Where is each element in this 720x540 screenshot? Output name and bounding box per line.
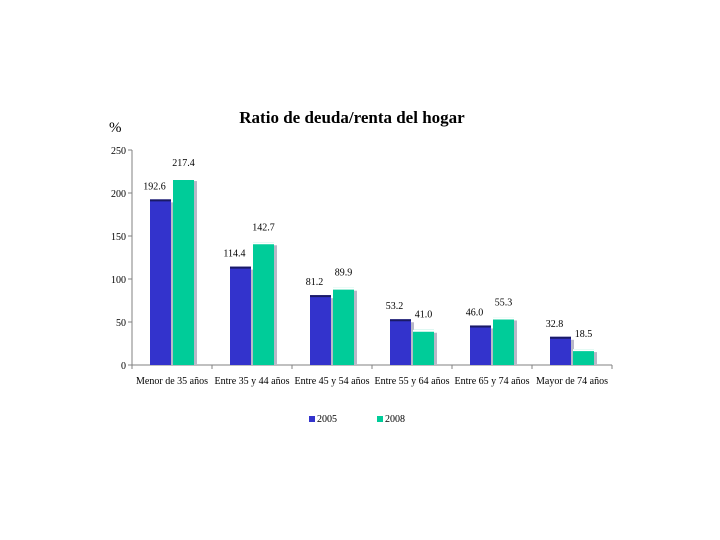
data-labels: 192.6 114.4 81.2 53.2 46.0 32.8 217.4 142.7 89.9… [143,158,592,340]
bar-2005 [390,319,411,365]
y-axis-unit: % [109,120,122,136]
bar-side [274,245,277,365]
y-tick-label: 0 [121,361,126,372]
data-label: 55.3 [495,297,513,308]
bar-side [354,290,357,365]
bar-side [571,339,574,365]
bar-side [594,352,597,365]
category-label: Menor de 35 años [136,376,208,387]
category-label: Mayor de 74 años [536,376,608,387]
data-label: 32.8 [546,319,564,330]
bar-2008 [173,178,194,365]
legend-label-2008: 2008 [385,414,405,425]
legend-swatch-2005 [309,416,315,422]
category-label: Entre 55 y 64 años [375,376,450,387]
bars [150,178,597,365]
axes: 0 50 100 150 200 250 Menor de 35 años Entre 35 … [111,146,613,387]
data-label: 46.0 [466,307,484,318]
data-label: 114.4 [223,249,245,260]
y-tick-label: 250 [111,146,126,157]
data-label: 81.2 [306,277,324,288]
chart-title: Ratio de deuda/renta del hogar [239,108,465,127]
bar-2008 [493,317,514,365]
category-label: Entre 35 y 44 años [215,376,290,387]
bar-side [491,328,494,365]
data-label: 192.6 [143,181,166,192]
data-label: 89.9 [335,268,353,279]
bar-side [514,320,517,365]
y-tick-label: 100 [111,275,126,286]
data-label: 18.5 [575,329,593,340]
legend: 2005 2008 [309,414,405,425]
bar-2008 [253,242,274,365]
data-label: 53.2 [386,301,404,312]
bar-2008 [413,329,434,365]
bar-side [251,269,254,365]
bar-2005 [470,325,491,365]
y-tick-label: 200 [111,189,126,200]
data-label: 142.7 [252,222,275,233]
bar-2005 [550,336,571,365]
legend-label-2005: 2005 [317,414,337,425]
y-tick-label: 50 [116,318,126,329]
data-label: 217.4 [172,158,195,169]
bar-side [331,298,334,365]
legend-swatch-2008 [377,416,383,422]
data-label: 41.0 [415,310,433,321]
bar-2005 [230,266,251,365]
category-label: Entre 65 y 74 años [455,376,530,387]
bar-2008 [573,349,594,365]
bar-side [171,202,174,365]
bar-2005 [150,199,171,365]
category-label: Entre 45 y 54 años [295,376,370,387]
y-tick-label: 150 [111,232,126,243]
bar-2008 [333,287,354,365]
bar-side [194,181,197,365]
bar-side [434,332,437,365]
bar-2005 [310,295,331,365]
bar-side [411,322,414,365]
